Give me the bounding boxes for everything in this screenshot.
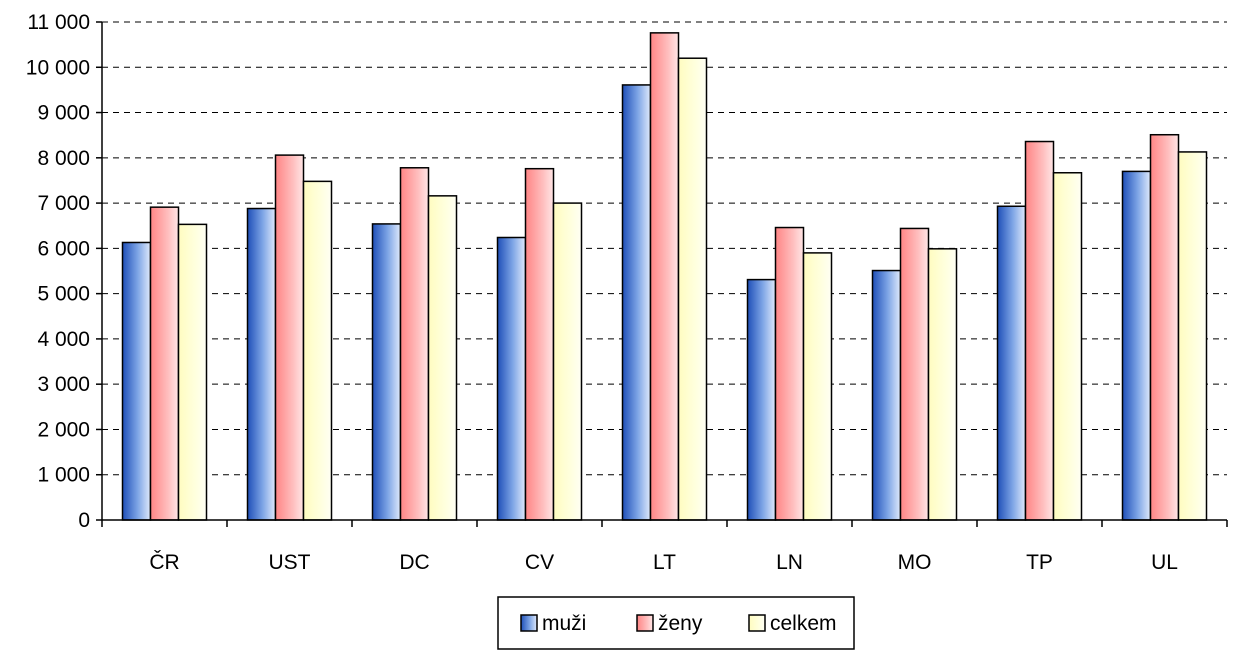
bar-ženy-CV <box>524 167 555 521</box>
x-tick-label: TP <box>1026 551 1053 574</box>
legend-swatch-celkem <box>748 614 766 632</box>
y-tick-label: 11 000 <box>27 11 90 34</box>
bar-ženy-LN <box>774 226 805 521</box>
bar-celkem-LT <box>677 57 708 521</box>
bars <box>121 32 1208 521</box>
bar-celkem-UL <box>1177 151 1208 521</box>
x-tick-label: CV <box>525 551 554 574</box>
x-tick-label: LT <box>653 551 676 574</box>
y-tick-label: 10 000 <box>26 56 90 79</box>
bar-ženy-DC <box>399 167 430 521</box>
x-tick-label: MO <box>898 551 932 574</box>
legend-swatch-muži <box>520 614 538 632</box>
bar-ženy-UST <box>274 154 305 521</box>
y-axis-ticks: 0 1 000 2 000 3 000 4 000 5 000 6 000 7 000 8 00… <box>26 11 102 532</box>
y-tick-label: 0 <box>78 509 90 532</box>
bar-muži-TP <box>996 205 1027 521</box>
y-tick-label: 3 000 <box>37 373 90 396</box>
bar-muži-LT <box>621 84 652 521</box>
y-tick-label: 1 000 <box>37 464 90 487</box>
x-tick-label: DC <box>399 551 429 574</box>
bar-ženy-TP <box>1024 140 1055 521</box>
bar-ženy-ČR <box>149 206 180 521</box>
bar-celkem-ČR <box>177 223 208 521</box>
x-tick-label: ČR <box>149 551 179 574</box>
bar-celkem-MO <box>927 248 958 521</box>
y-tick-label: 9 000 <box>37 102 90 125</box>
bar-celkem-LN <box>802 252 833 521</box>
bar-muži-CV <box>496 236 527 521</box>
legend-swatch-ženy <box>636 614 654 632</box>
bar-muži-LN <box>746 278 777 521</box>
x-tick-label: UL <box>1151 551 1178 574</box>
bar-celkem-TP <box>1052 172 1083 521</box>
bar-celkem-DC <box>427 195 458 521</box>
bar-celkem-CV <box>552 202 583 521</box>
bar-muži-DC <box>371 223 402 521</box>
bar-muži-MO <box>871 269 902 521</box>
y-tick-label: 5 000 <box>37 283 90 306</box>
bar-muži-ČR <box>121 241 152 521</box>
legend-label-ženy: ženy <box>658 612 703 635</box>
y-tick-label: 2 000 <box>37 418 90 441</box>
x-tick-label: LN <box>776 551 803 574</box>
legend-label-celkem: celkem <box>770 612 837 635</box>
legend-box <box>497 596 855 650</box>
y-tick-label: 7 000 <box>37 192 90 215</box>
legend: muži ženy celkem <box>497 596 855 650</box>
x-tick-label: UST <box>269 551 311 574</box>
bar-celkem-UST <box>302 180 333 521</box>
x-axis-ticks: ČR UST DC CV LT LN MO TP UL <box>101 520 1228 574</box>
bar-ženy-LT <box>649 32 680 521</box>
axes <box>101 22 1227 521</box>
y-tick-label: 4 000 <box>37 328 90 351</box>
bar-ženy-MO <box>899 227 930 521</box>
y-tick-label: 8 000 <box>37 147 90 170</box>
bar-ženy-UL <box>1149 133 1180 521</box>
bar-muži-UL <box>1121 170 1152 521</box>
legend-label-muži: muži <box>542 612 586 635</box>
y-tick-label: 6 000 <box>37 237 90 260</box>
bar-muži-UST <box>246 207 277 521</box>
